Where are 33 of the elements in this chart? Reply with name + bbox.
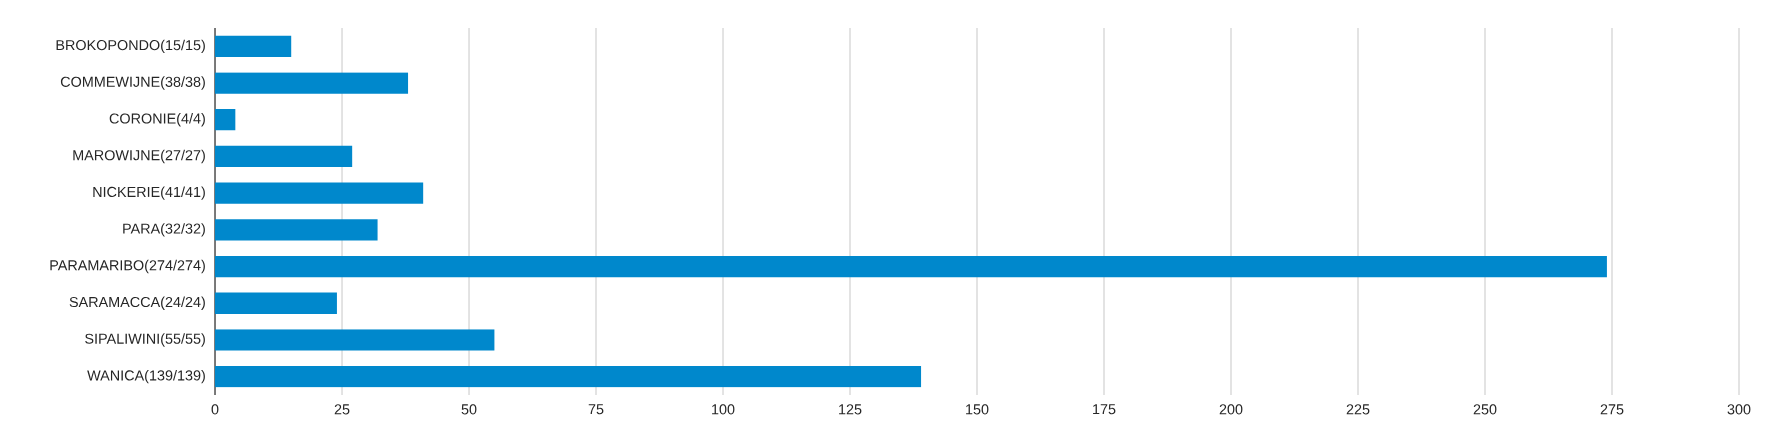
x-tick-label: 200 xyxy=(1219,404,1243,415)
x-tick-label: 75 xyxy=(588,404,604,415)
bar xyxy=(215,109,236,131)
bar xyxy=(215,182,424,204)
y-tick-label: PARA(32/32) xyxy=(123,223,205,237)
x-tick-label: 300 xyxy=(1727,404,1751,415)
y-tick-label: SARAMACCA(24/24) xyxy=(69,296,205,310)
y-tick-label: PARAMARIBO(274/274) xyxy=(50,259,205,274)
y-tick-label: CORONIE(4/4) xyxy=(109,113,205,127)
x-tick-label: 225 xyxy=(1346,404,1370,415)
bar xyxy=(215,35,292,57)
x-tick-label: 0 xyxy=(211,404,219,415)
y-tick-label: BROKOPONDO(15/15) xyxy=(56,39,205,54)
x-tick-label: 50 xyxy=(461,404,477,415)
bar xyxy=(215,292,337,314)
x-tick-label: 250 xyxy=(1473,404,1497,415)
x-tick-label: 25 xyxy=(334,404,350,415)
y-tick-label: WANICA(139/139) xyxy=(87,369,205,384)
x-tick-label: 100 xyxy=(712,404,735,415)
y-tick-label: MAROWIJNE(27/27) xyxy=(73,149,205,164)
bar xyxy=(215,219,378,241)
x-tick-label: 125 xyxy=(839,404,862,415)
bar xyxy=(215,329,495,351)
y-tick-label: COMMEWIJNE(38/38) xyxy=(60,76,205,90)
x-tick-label: 150 xyxy=(966,404,989,415)
bar xyxy=(215,145,353,168)
y-tick-label: SIPALIWINI(55/55) xyxy=(85,333,205,347)
bar xyxy=(215,72,409,94)
bar xyxy=(215,255,1607,278)
x-tick-label: 175 xyxy=(1093,404,1116,415)
y-tick-label: NICKERIE(41/41) xyxy=(93,186,205,200)
x-tick-label: 275 xyxy=(1600,404,1624,415)
bar xyxy=(215,366,922,388)
